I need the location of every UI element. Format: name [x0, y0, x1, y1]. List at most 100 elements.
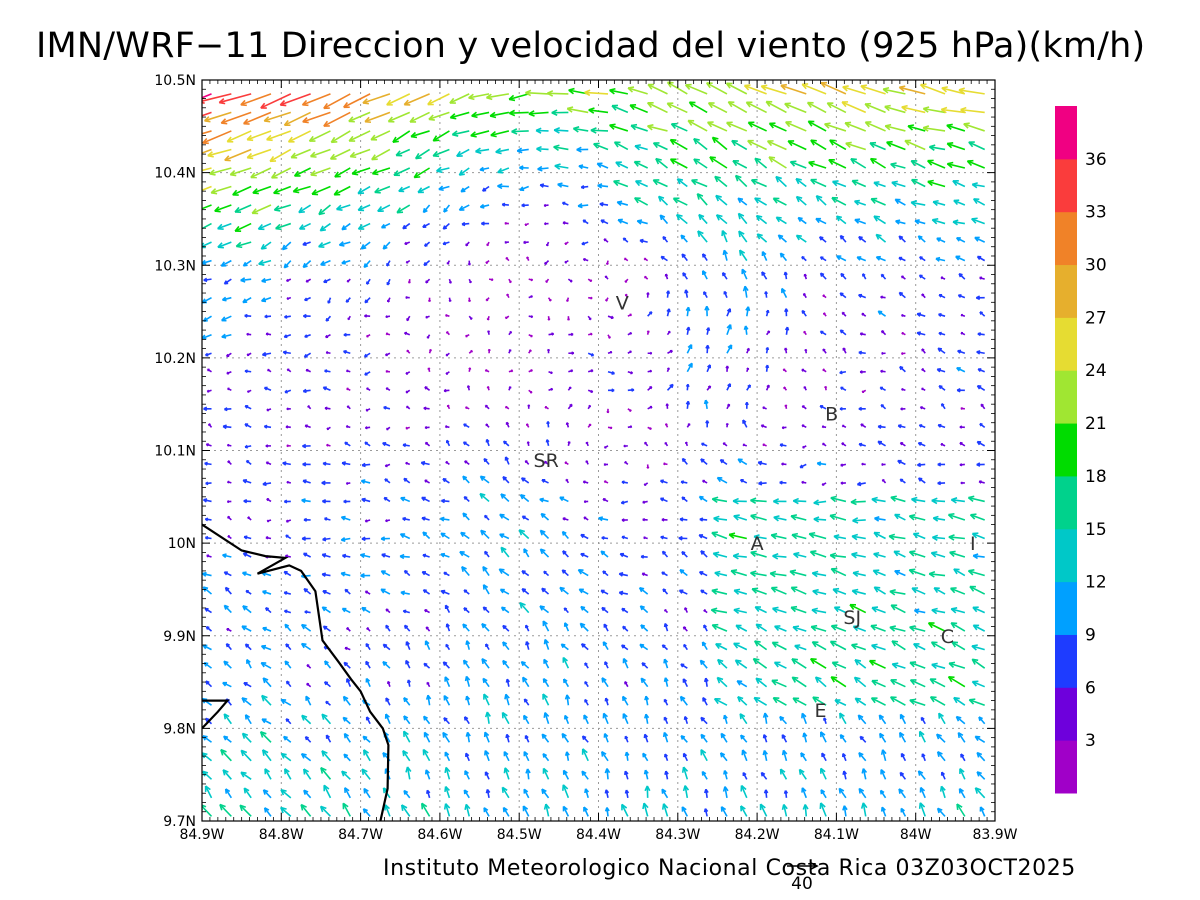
wind-vector [956, 237, 966, 243]
wind-vector [737, 458, 748, 466]
wind-vector [762, 712, 769, 724]
wind-vector [740, 805, 748, 817]
wind-vector [960, 106, 985, 114]
wind-vector [428, 297, 432, 303]
wind-vector [214, 204, 232, 213]
wind-vector [580, 605, 589, 614]
wind-vector [402, 750, 411, 762]
wind-vector [284, 314, 291, 319]
wind-vector [500, 493, 510, 503]
wind-vector [521, 570, 530, 577]
wind-vector [364, 426, 371, 430]
wind-vector [609, 87, 628, 95]
wind-vector [273, 185, 292, 195]
wind-vector [406, 679, 411, 687]
wind-vector [468, 367, 472, 372]
wind-vector [602, 498, 609, 503]
wind-vector [587, 404, 592, 410]
wind-vector [257, 222, 272, 231]
wind-vector [822, 368, 827, 373]
wind-vector [792, 697, 807, 706]
wind-vector [762, 749, 768, 761]
wind-vector [265, 444, 272, 448]
wind-vector [521, 588, 530, 595]
wind-vector [204, 607, 212, 614]
wind-vector [929, 678, 946, 688]
wind-vector [889, 588, 906, 596]
wind-vector [735, 624, 748, 632]
wind-vector [462, 512, 470, 521]
wind-vector [661, 803, 669, 817]
wind-vector [958, 87, 985, 95]
wind-vector [548, 332, 555, 336]
wind-vector [445, 371, 450, 375]
wind-vector [385, 697, 391, 706]
wind-vector [787, 140, 807, 151]
color-bar-segment [1055, 158, 1077, 213]
wind-vector [600, 550, 609, 558]
place-label: SJ [843, 607, 861, 629]
wind-vector [561, 569, 569, 577]
wind-vector [908, 514, 926, 521]
wind-vector [666, 367, 670, 373]
wind-vector [421, 802, 431, 817]
wind-vector [779, 768, 788, 780]
wind-vector [861, 462, 866, 466]
wind-vector [244, 444, 252, 449]
wind-vector [466, 385, 471, 391]
wind-vector [584, 662, 589, 669]
wind-vector [528, 295, 534, 299]
wind-vector [482, 677, 490, 688]
wind-vector [265, 332, 272, 336]
wind-vector [839, 712, 847, 725]
wind-vector [955, 715, 966, 725]
wind-vector [303, 768, 312, 780]
wind-vector [300, 753, 312, 762]
wind-vector [482, 565, 490, 576]
wind-vector [341, 607, 351, 614]
wind-vector [666, 330, 671, 336]
wind-vector [873, 181, 886, 188]
wind-vector [771, 679, 787, 688]
wind-vector [603, 463, 609, 467]
color-bar-label: 21 [1085, 414, 1107, 434]
wind-vector [627, 425, 633, 429]
wind-vector [483, 514, 490, 521]
wind-vector [685, 400, 691, 409]
wind-vector [441, 498, 450, 504]
wind-vector [634, 144, 648, 151]
wind-vector [583, 714, 589, 725]
wind-vector [202, 130, 212, 135]
wind-vector [959, 463, 965, 467]
wind-vector [465, 334, 470, 338]
wind-vector [239, 804, 252, 817]
wind-vector [262, 590, 272, 595]
wind-vector [204, 352, 212, 357]
wind-vector [202, 222, 212, 233]
wind-vector [712, 551, 728, 558]
wind-vector [754, 157, 768, 169]
wind-vector [687, 119, 708, 132]
wind-vector [937, 423, 946, 429]
wind-vector [443, 571, 450, 577]
wind-vector [670, 122, 688, 132]
wind-vector [202, 111, 212, 117]
wind-vector [410, 130, 430, 139]
wind-vector [505, 256, 510, 262]
wind-vector [528, 389, 533, 394]
x-tick-label: 84.4W [576, 827, 621, 843]
wind-vector [644, 441, 649, 447]
wind-vector [528, 334, 533, 338]
color-bar-label: 36 [1085, 150, 1107, 170]
wind-vector [740, 734, 748, 743]
wind-vector [323, 93, 351, 110]
wind-vector [508, 369, 514, 373]
wind-vector [662, 731, 669, 743]
wind-vector [647, 311, 653, 317]
wind-vector [223, 713, 232, 725]
wind-vector [976, 255, 986, 262]
wind-vector [918, 730, 926, 743]
wind-vector [543, 203, 549, 208]
wind-vector [463, 607, 470, 614]
wind-vector [508, 109, 529, 117]
